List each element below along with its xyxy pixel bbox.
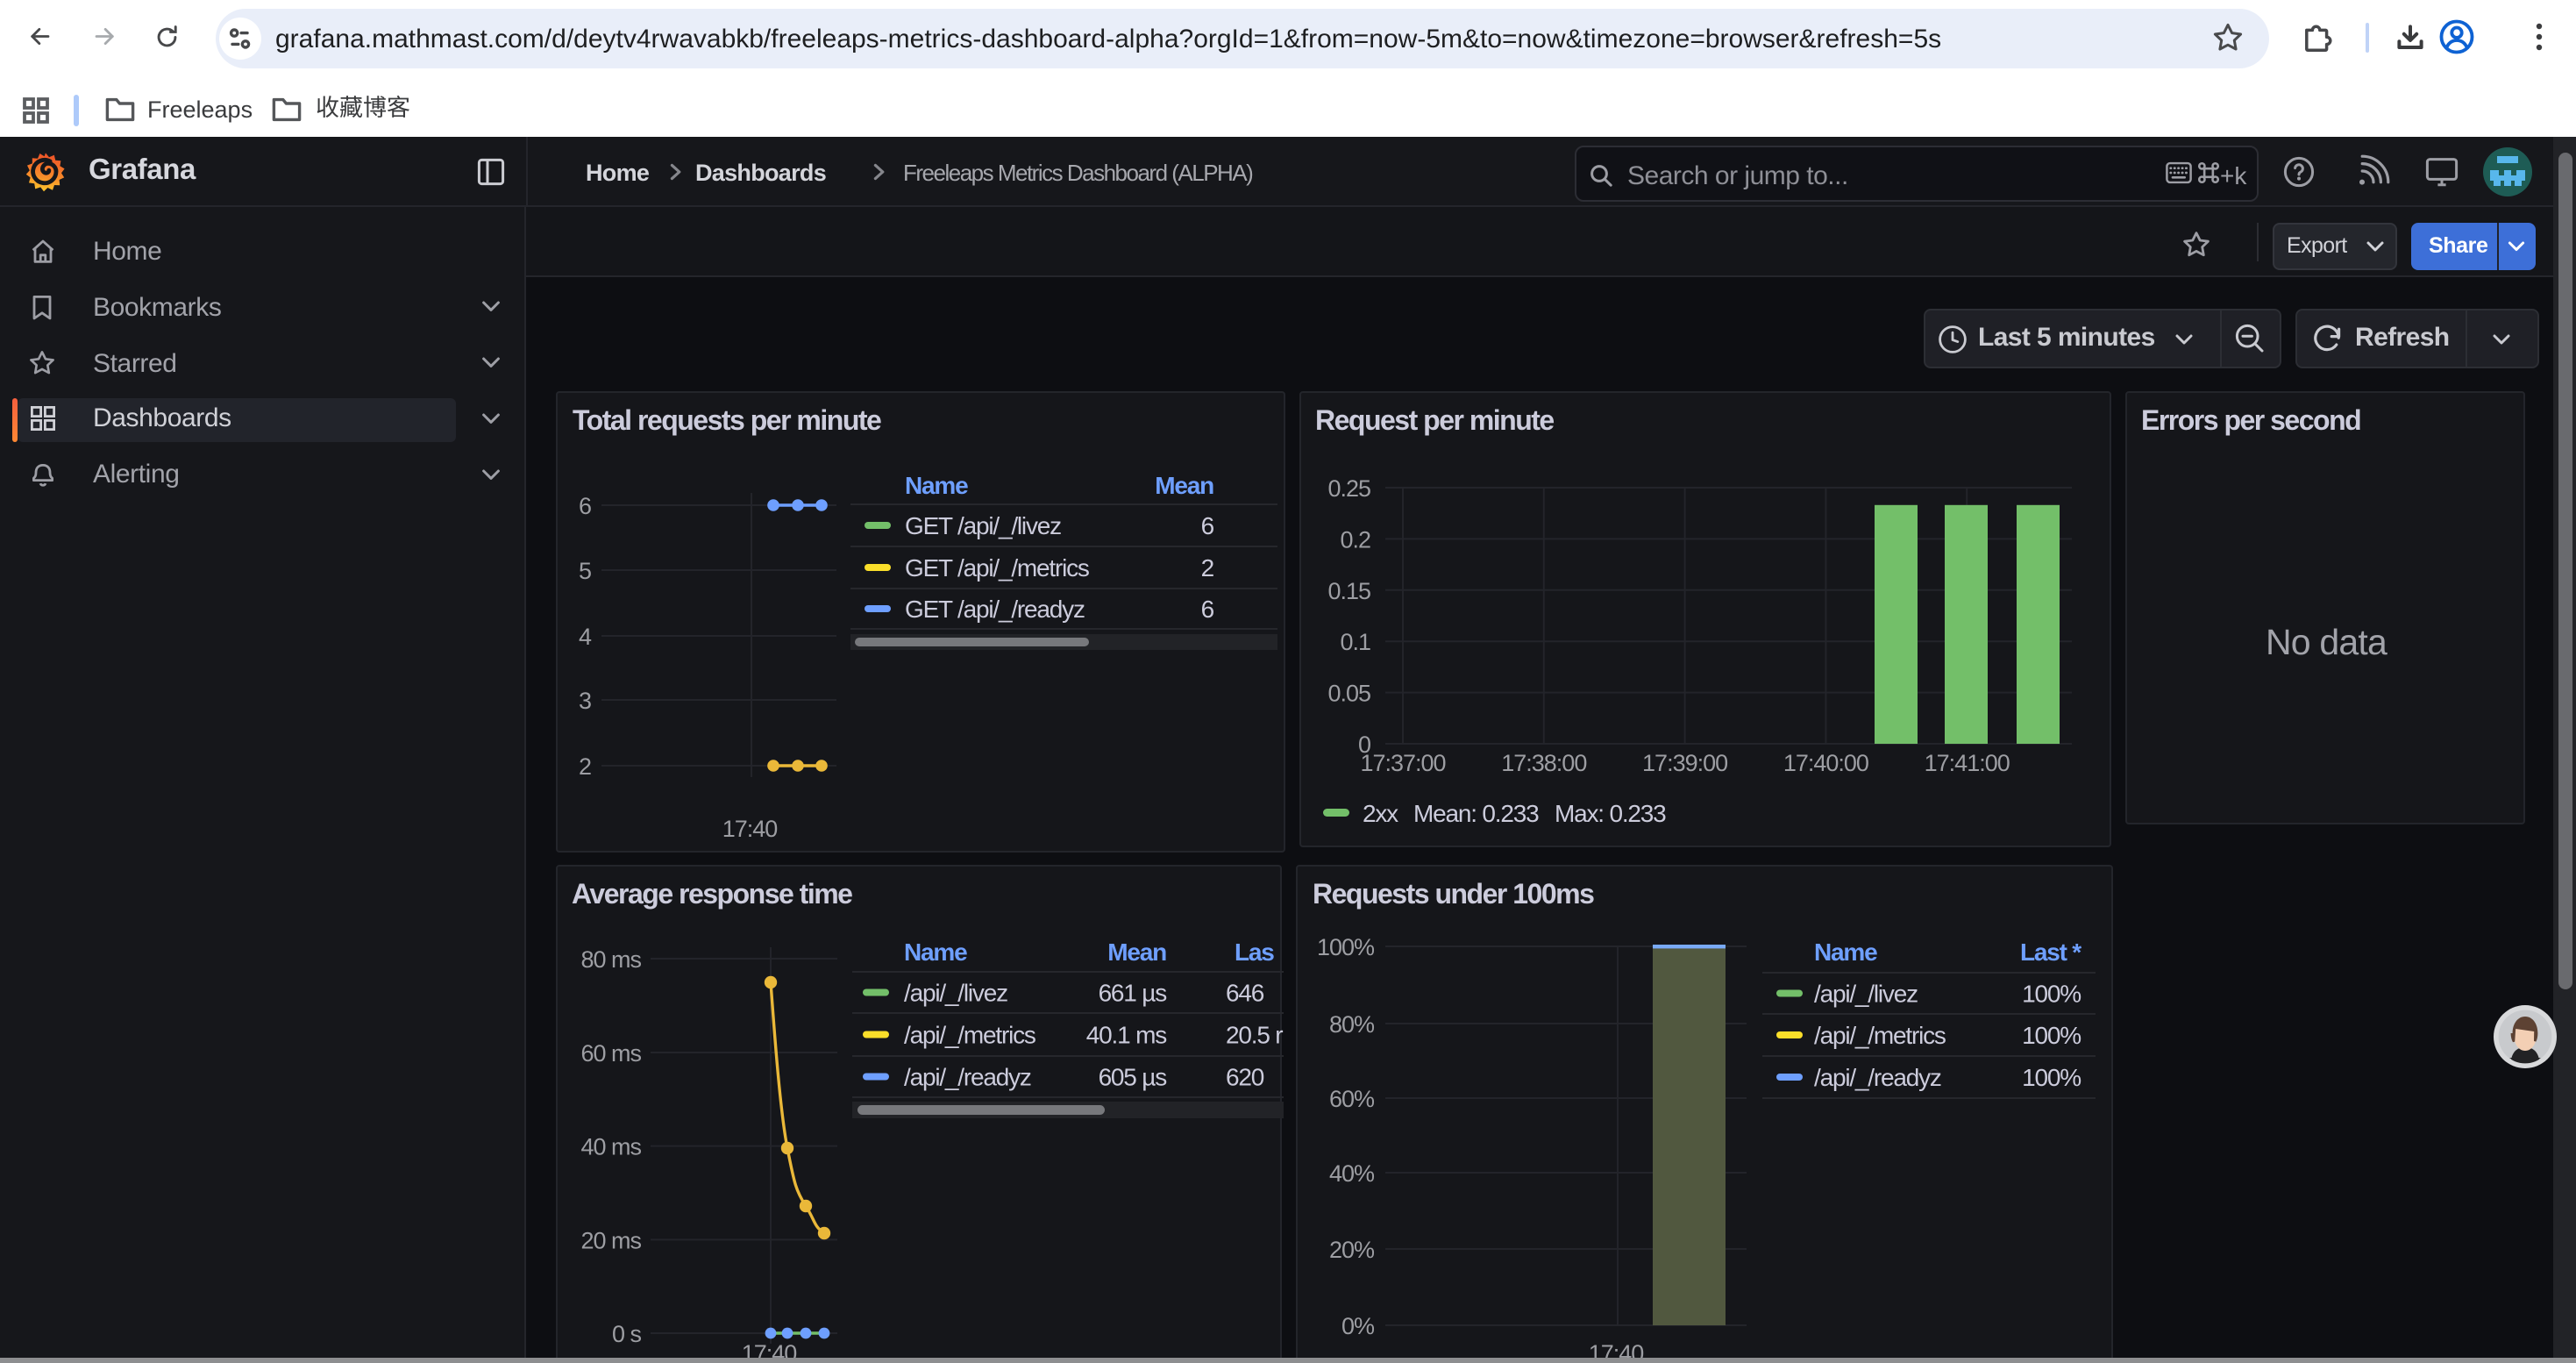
svg-text:20%: 20% — [1329, 1236, 1375, 1262]
svg-text:60 ms: 60 ms — [580, 1039, 640, 1066]
svg-text:/api/_/metrics: /api/_/metrics — [903, 1021, 1035, 1048]
svg-text:80%: 80% — [1329, 1010, 1375, 1037]
svg-text:0 s: 0 s — [611, 1320, 641, 1346]
svg-text:661 µs: 661 µs — [1098, 979, 1166, 1006]
svg-text:Las: Las — [1234, 938, 1273, 965]
svg-text:605 µs: 605 µs — [1098, 1063, 1166, 1090]
svg-text:/api/_/readyz: /api/_/readyz — [1814, 1063, 1941, 1090]
svg-text:80 ms: 80 ms — [580, 946, 640, 972]
svg-text:GET /api/_/readyz: GET /api/_/readyz — [905, 596, 1085, 623]
svg-text:0.25: 0.25 — [1327, 475, 1370, 502]
svg-text:6: 6 — [1201, 596, 1214, 623]
svg-text:Last *: Last * — [2020, 938, 2081, 965]
svg-text:100%: 100% — [2022, 980, 2081, 1007]
svg-text:17:41:00: 17:41:00 — [1924, 750, 2009, 776]
svg-text:GET /api/_/metrics: GET /api/_/metrics — [905, 554, 1089, 582]
svg-text:17:40:00: 17:40:00 — [1783, 750, 1868, 776]
svg-text:/api/_/livez: /api/_/livez — [903, 979, 1007, 1006]
svg-text:100%: 100% — [2022, 1063, 2081, 1090]
svg-text:17:40: 17:40 — [722, 816, 778, 842]
svg-text:2: 2 — [1201, 554, 1214, 582]
svg-text:5: 5 — [579, 558, 591, 584]
svg-text:Name: Name — [905, 472, 968, 499]
svg-text:0: 0 — [1357, 731, 1370, 758]
svg-text:646: 646 — [1225, 979, 1263, 1006]
svg-text:Mean: Mean — [1155, 472, 1213, 499]
svg-text:40%: 40% — [1329, 1160, 1375, 1186]
svg-text:100%: 100% — [1317, 933, 1375, 960]
svg-text:0.05: 0.05 — [1327, 681, 1370, 707]
svg-text:0.15: 0.15 — [1327, 578, 1370, 604]
svg-text:620: 620 — [1225, 1063, 1263, 1090]
svg-text:GET /api/_/livez: GET /api/_/livez — [905, 512, 1061, 539]
svg-text:100%: 100% — [2022, 1021, 2081, 1048]
svg-text:Mean: Mean — [1107, 938, 1165, 965]
svg-text:0%: 0% — [1341, 1312, 1375, 1338]
svg-text:6: 6 — [1201, 512, 1214, 539]
svg-text:17:38:00: 17:38:00 — [1500, 750, 1585, 776]
svg-text:Name: Name — [1814, 938, 1877, 965]
svg-text:4: 4 — [579, 624, 592, 650]
svg-text:40.1 ms: 40.1 ms — [1085, 1021, 1165, 1048]
svg-text:0.1: 0.1 — [1339, 629, 1370, 655]
svg-text:17:37:00: 17:37:00 — [1359, 750, 1444, 776]
svg-text:20 ms: 20 ms — [580, 1226, 640, 1252]
svg-text:2xx: 2xx — [1362, 800, 1398, 827]
svg-text:3: 3 — [579, 688, 591, 714]
svg-text:/api/_/metrics: /api/_/metrics — [1814, 1021, 1946, 1048]
svg-text:17:39:00: 17:39:00 — [1641, 750, 1726, 776]
svg-text:/api/_/livez: /api/_/livez — [1814, 980, 1918, 1007]
svg-text:40 ms: 40 ms — [580, 1133, 640, 1160]
svg-text:2: 2 — [579, 753, 591, 780]
svg-text:Max: 0.233: Max: 0.233 — [1554, 800, 1665, 827]
svg-text:Mean: 0.233: Mean: 0.233 — [1413, 800, 1538, 827]
svg-text:/api/_/readyz: /api/_/readyz — [903, 1063, 1030, 1090]
svg-text:60%: 60% — [1329, 1085, 1375, 1111]
svg-text:6: 6 — [579, 493, 591, 519]
svg-text:Name: Name — [903, 938, 966, 965]
svg-text:0.2: 0.2 — [1339, 526, 1370, 553]
svg-text:20.5 r: 20.5 r — [1225, 1021, 1282, 1048]
